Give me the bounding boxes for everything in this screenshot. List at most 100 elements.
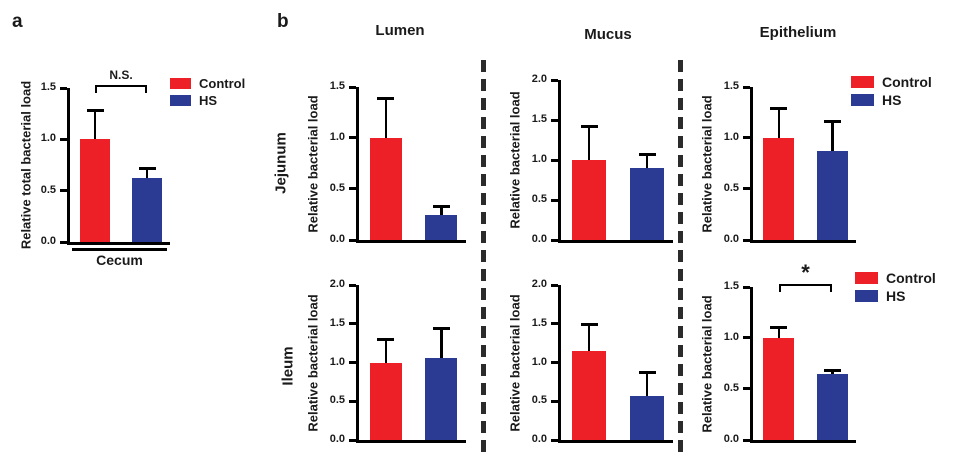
legend-label-control: Control <box>886 270 936 286</box>
y-tick-mark <box>349 238 356 242</box>
y-tick-label: 1.5 <box>329 316 345 329</box>
y-tick-label: 1.0 <box>40 132 56 145</box>
control-error-bar <box>587 322 591 351</box>
chart-cecum: Relative total bacterial load Cecum 0.0 0… <box>19 68 170 268</box>
y-tick-mark <box>743 387 750 391</box>
y-tick-label: 0.5 <box>531 394 547 407</box>
legend-row-hs: HS <box>170 94 245 107</box>
row-label-jejunum: Jejunum <box>272 132 290 194</box>
control-error-bar <box>777 325 780 338</box>
legend-ileum-epithelium: Control HS <box>855 271 936 307</box>
y-tick-label: 0.5 <box>723 181 739 194</box>
hs-bar <box>132 178 162 242</box>
control-bar <box>763 338 795 440</box>
control-error-bar-cap <box>580 322 598 326</box>
y-tick-mark <box>743 238 750 242</box>
y-tick-label: 1.5 <box>40 81 56 93</box>
legend-row-control: Control <box>851 75 932 89</box>
control-error-bar-cap <box>770 107 788 111</box>
hs-color-swatch <box>851 94 874 106</box>
y-tick-mark <box>743 85 750 89</box>
x-axis-underline <box>72 248 167 251</box>
legend-row-control: Control <box>170 77 245 90</box>
control-bar <box>369 362 402 440</box>
control-bar <box>80 139 110 242</box>
y-tick-mark <box>349 399 356 403</box>
y-tick-mark <box>551 361 558 364</box>
control-error-bar <box>93 108 97 140</box>
control-error-bar <box>777 107 780 138</box>
legend-row-hs: HS <box>851 93 932 107</box>
control-error-bar-cap <box>377 97 395 101</box>
x-axis-group: Cecum <box>72 248 167 268</box>
y-tick-label: 1.0 <box>329 130 345 143</box>
y-tick-mark <box>60 86 67 90</box>
y-tick-mark <box>743 438 750 442</box>
y-tick-label: 2.0 <box>531 278 547 290</box>
legend-jejunum-epithelium: Control HS <box>851 75 932 111</box>
hs-error-bar-cap <box>638 371 656 375</box>
y-tick-mark <box>551 158 558 162</box>
y-tick-label: 0.5 <box>329 394 345 407</box>
legend-label-hs: HS <box>882 92 902 108</box>
hs-bar <box>630 395 665 440</box>
y-tick-label: 0.0 <box>723 233 739 245</box>
legend-label-hs: HS <box>199 93 218 108</box>
y-tick-label: 1.0 <box>531 153 547 165</box>
chart-ileum-mucus: Relative bacterial load 0.0 0.5 1.0 1.5 2.0 <box>508 278 673 445</box>
control-bar <box>572 350 606 440</box>
chart-jejunum-mucus: Relative bacterial load 0.0 0.5 1.0 1.5 2.0 <box>508 73 673 245</box>
y-tick-label: 0.0 <box>531 233 547 245</box>
legend-row-control: Control <box>855 271 936 285</box>
legend-label-control: Control <box>199 76 246 91</box>
y-tick-mark <box>349 187 356 191</box>
hs-error-bar-cap <box>432 326 450 330</box>
y-axis-label: Relative total bacterial load <box>18 80 34 250</box>
control-error-bar <box>587 124 591 160</box>
y-tick-label: 1.5 <box>329 80 345 92</box>
y-tick-label: 0.5 <box>329 181 345 194</box>
panel-a-label: a <box>12 11 23 32</box>
hs-error-bar <box>440 205 443 215</box>
y-tick-label: 2.0 <box>531 73 547 85</box>
y-tick-label: 1.5 <box>723 280 739 292</box>
hs-error-bar-cap <box>823 119 841 123</box>
y-tick-label: 1.0 <box>723 130 739 143</box>
hs-bar <box>630 168 665 240</box>
hs-error-bar-cap <box>138 167 156 171</box>
legend-label-control: Control <box>882 74 932 90</box>
y-tick-label: 0.5 <box>723 381 739 394</box>
control-bar <box>763 138 795 240</box>
y-tick-mark <box>349 438 356 442</box>
chart-ileum-lumen: Relative bacterial load 0.0 0.5 1.0 1.5 2.0 <box>306 278 466 445</box>
y-tick-mark <box>743 136 750 140</box>
hs-bar <box>425 214 458 240</box>
legend-row-hs: HS <box>855 289 936 303</box>
control-error-bar-cap <box>377 337 395 341</box>
hs-error-bar <box>440 326 443 358</box>
dashed-separator-2 <box>678 60 683 453</box>
y-tick-mark <box>349 85 356 89</box>
y-tick-label: 1.0 <box>723 330 739 343</box>
y-tick-label: 0.5 <box>40 183 56 196</box>
column-header-epithelium: Epithelium <box>759 24 837 41</box>
y-axis-label: Relative bacterial load <box>699 94 715 233</box>
hs-error-bar-cap <box>432 205 450 209</box>
y-tick-mark <box>551 399 558 403</box>
y-tick-mark <box>551 198 558 202</box>
control-bar <box>369 138 402 240</box>
column-header-mucus: Mucus <box>584 26 632 43</box>
y-tick-label: 0.0 <box>723 433 739 445</box>
control-error-bar-cap <box>770 325 788 329</box>
y-tick-label: 2.0 <box>329 278 345 290</box>
y-tick-mark <box>551 322 558 326</box>
dashed-separator-1 <box>481 60 486 453</box>
y-tick-mark <box>349 136 356 140</box>
control-error-bar-cap <box>580 124 598 128</box>
y-tick-mark <box>349 322 356 326</box>
row-label-ileum: Ileum <box>279 346 297 386</box>
y-tick-mark <box>60 137 67 141</box>
hs-bar <box>816 151 848 240</box>
y-tick-label: 1.0 <box>531 355 547 368</box>
